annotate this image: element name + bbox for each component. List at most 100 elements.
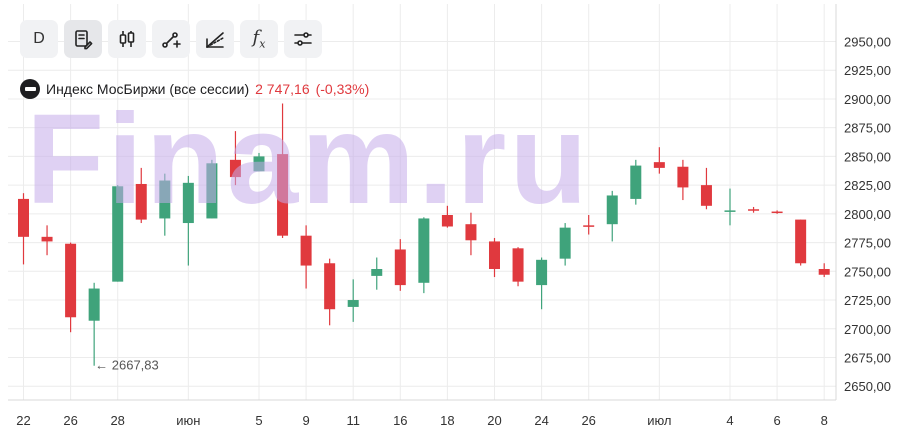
- candle-body: [536, 259, 548, 286]
- x-tick-label: 28: [110, 413, 124, 428]
- candle-body: [653, 162, 665, 168]
- annotation-layer: ← 2667,83: [95, 358, 159, 373]
- x-axis: 22 26 28 июн 5 9 11 16 18 20 24 26 июл 4 6 8: [16, 413, 828, 428]
- candle: [724, 188, 736, 226]
- candle: [112, 185, 124, 282]
- low-price-annotation: ← 2667,83: [95, 358, 159, 373]
- interval-label: D: [33, 30, 45, 47]
- candle-body: [606, 195, 618, 225]
- candle: [489, 237, 500, 278]
- candle-body: [159, 180, 171, 219]
- fibonacci-button[interactable]: [196, 20, 234, 58]
- chart-toolbar: D fx: [20, 20, 322, 58]
- candle: [795, 219, 807, 266]
- candles-button[interactable]: [108, 20, 146, 58]
- candle-body: [253, 156, 265, 172]
- candle: [394, 239, 406, 291]
- candle-body: [371, 269, 383, 276]
- x-tick-label: 16: [393, 413, 407, 428]
- candle-body: [748, 209, 760, 211]
- candle: [347, 279, 359, 322]
- candle: [324, 258, 336, 326]
- candle: [818, 263, 830, 278]
- x-tick-label: 4: [726, 413, 733, 428]
- y-tick-label: 2750,00: [844, 264, 891, 279]
- candle-body: [818, 269, 830, 275]
- candle: [700, 167, 712, 210]
- candle: [88, 282, 100, 366]
- y-axis: 2950,00 2925,00 2900,00 2875,00 2850,00 2825,…: [844, 34, 891, 394]
- y-tick-label: 2650,00: [844, 379, 891, 394]
- candle: [371, 257, 383, 290]
- x-tick-label: 18: [440, 413, 454, 428]
- x-tick-label: июн: [176, 413, 200, 428]
- price-change: (-0,33%): [315, 81, 370, 97]
- candle: [441, 205, 453, 228]
- y-tick-label: 2800,00: [844, 207, 891, 222]
- candle-body: [324, 263, 336, 310]
- candle: [536, 257, 548, 310]
- candle-body: [559, 227, 571, 259]
- sliders-icon: [294, 32, 312, 46]
- candle: [41, 225, 53, 256]
- candle-body: [630, 165, 642, 199]
- candle-body: [795, 219, 807, 264]
- x-tick-label: 26: [581, 413, 595, 428]
- y-tick-label: 2725,00: [844, 293, 891, 308]
- indicators-button[interactable]: fx: [240, 20, 278, 58]
- candles-layer: [18, 103, 830, 366]
- candle-body: [112, 186, 124, 282]
- candle-body: [229, 159, 241, 178]
- y-tick-label: 2700,00: [844, 322, 891, 337]
- y-tick-label: 2850,00: [844, 149, 891, 164]
- y-tick-label: 2950,00: [844, 34, 891, 49]
- x-tick-label: 9: [302, 413, 309, 428]
- y-tick-label: 2825,00: [844, 178, 891, 193]
- candle: [630, 159, 642, 205]
- candle: [277, 103, 289, 238]
- candle-body: [441, 215, 453, 227]
- x-tick-label: 11: [346, 413, 360, 428]
- fib-fan-icon: [206, 32, 224, 48]
- y-tick-label: 2900,00: [844, 92, 891, 107]
- candle: [653, 147, 665, 174]
- last-price: 2 747,16: [255, 81, 310, 97]
- x-tick-label: 26: [63, 413, 77, 428]
- settings-button[interactable]: [284, 20, 322, 58]
- candle-body: [41, 236, 53, 242]
- x-tick-label: 5: [255, 413, 262, 428]
- candle-body: [771, 211, 783, 214]
- x-tick-label: 6: [773, 413, 780, 428]
- candle: [748, 206, 760, 213]
- candle-body: [512, 248, 524, 282]
- line-tool-icon: [162, 32, 181, 48]
- candle-body: [583, 225, 595, 227]
- candle-body: [394, 249, 406, 286]
- candle: [418, 217, 430, 294]
- instrument-legend: Индекс МосБиржи (все сессии) 2 747,16 (-…: [20, 79, 369, 99]
- candle: [65, 242, 77, 333]
- candle-body: [277, 154, 289, 236]
- candle: [606, 190, 618, 242]
- candle-body: [300, 235, 312, 266]
- chart-settings-button[interactable]: [64, 20, 102, 58]
- candle: [559, 223, 571, 266]
- candle-body: [700, 185, 712, 206]
- x-tick-label: 24: [534, 413, 548, 428]
- candle-body: [18, 198, 29, 237]
- moex-logo-icon: [20, 79, 40, 99]
- x-tick-label: 8: [821, 413, 828, 428]
- candle-body: [489, 241, 500, 270]
- candle: [206, 159, 218, 219]
- candle-body: [182, 182, 194, 224]
- candle-body: [135, 183, 147, 220]
- candle-body: [418, 218, 430, 283]
- x-tick-label: 20: [487, 413, 501, 428]
- candle: [465, 212, 477, 256]
- interval-button[interactable]: D: [20, 20, 58, 58]
- candle-body: [724, 210, 736, 212]
- drawing-tools-button[interactable]: [152, 20, 190, 58]
- candle: [229, 131, 241, 186]
- candle-body: [677, 166, 689, 188]
